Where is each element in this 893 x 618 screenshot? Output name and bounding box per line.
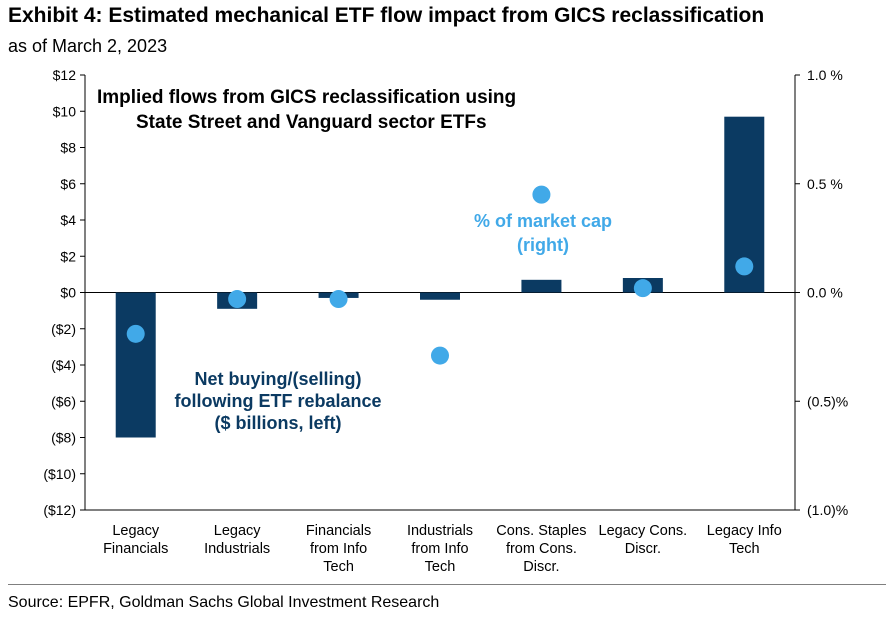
y-left-tick-label: $10 [53, 103, 77, 119]
x-category-label: Industrials [407, 523, 473, 539]
chart-box-title: State Street and Vanguard sector ETFs [136, 112, 487, 133]
y-left-tick-label: ($8) [51, 430, 76, 446]
dots-series-label: % of market cap [474, 211, 612, 231]
y-left-tick-label: ($6) [51, 393, 76, 409]
y-left-tick-label: ($12) [43, 502, 76, 518]
x-category-label: Legacy [112, 523, 160, 539]
dots-series-label: (right) [517, 235, 569, 255]
scatter-point [532, 185, 551, 204]
y-left-tick-label: ($10) [43, 466, 76, 482]
y-left-tick-label: $0 [60, 285, 76, 301]
scatter-point [633, 279, 652, 298]
bars-series-label: following ETF rebalance [174, 391, 381, 411]
footer-divider [8, 584, 886, 585]
y-right-tick-label: 0.5 % [807, 176, 843, 192]
x-category-label: Industrials [204, 541, 270, 557]
x-category-label: Financials [306, 523, 371, 539]
x-category-label: from Info [310, 541, 367, 557]
x-category-label: Discr. [523, 559, 559, 575]
x-category-label: Discr. [625, 541, 661, 557]
y-left-tick-label: $2 [60, 248, 76, 264]
x-category-label: Tech [729, 541, 760, 557]
x-category-label: Tech [323, 559, 354, 575]
source-note: Source: EPFR, Goldman Sachs Global Inves… [8, 594, 440, 611]
y-left-tick-label: ($2) [51, 321, 76, 337]
x-category-label: from Cons. [506, 541, 577, 557]
y-left-tick-label: $6 [60, 176, 76, 192]
bar [420, 292, 460, 300]
chart-subtitle: as of March 2, 2023 [8, 36, 168, 56]
x-category-label: Legacy Info [707, 523, 782, 539]
bars-series-label: ($ billions, left) [214, 413, 341, 433]
scatter-point [431, 346, 449, 365]
y-left-tick-label: $8 [60, 140, 76, 156]
bars-series-label: Net buying/(selling) [194, 369, 361, 389]
y-right-tick-label: 0.0 % [807, 285, 843, 301]
x-category-label: Cons. Staples [496, 523, 586, 539]
y-left-tick-label: $4 [60, 212, 76, 228]
x-category-label: from Info [411, 541, 468, 557]
x-category-label: Legacy Cons. [599, 523, 688, 539]
chart-box-title: Implied flows from GICS reclassification… [97, 87, 516, 108]
scatter-point [329, 290, 348, 309]
bar [115, 292, 156, 438]
scatter-point [735, 257, 754, 276]
y-right-tick-label: (1.0)% [807, 502, 848, 518]
y-left-tick-label: $12 [53, 67, 77, 83]
y-right-tick-label: 1.0 % [807, 67, 843, 83]
bar [521, 279, 562, 293]
y-right-tick-label: (0.5)% [807, 393, 848, 409]
x-category-label: Legacy [214, 523, 262, 539]
scatter-point [228, 290, 247, 309]
y-left-tick-label: ($4) [51, 357, 76, 373]
chart-title: Exhibit 4: Estimated mechanical ETF flow… [8, 4, 765, 27]
x-category-label: Financials [103, 541, 168, 557]
scatter-point [126, 324, 145, 343]
x-category-label: Tech [425, 559, 456, 575]
